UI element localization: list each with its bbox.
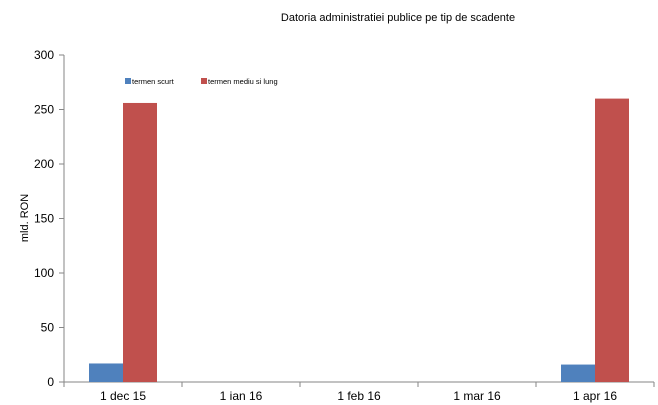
x-tick-label: 1 mar 16: [453, 389, 501, 403]
legend-swatch: [125, 78, 131, 84]
y-tick-label: 300: [34, 48, 54, 62]
chart-title: Datoria administratiei publice pe tip de…: [281, 12, 515, 24]
legend-swatch: [201, 78, 207, 84]
x-tick-label: 1 ian 16: [220, 389, 263, 403]
plot-area: 0 50 100 150 200 250 300 1 dec 15 1 ian 16 1 feb …: [34, 48, 655, 403]
y-tick-label: 200: [34, 157, 54, 171]
y-tick-label: 50: [41, 321, 55, 335]
bar-termen-mediu-si-lung: [595, 98, 629, 382]
legend-label: termen mediu si lung: [208, 77, 278, 86]
y-tick-label: 100: [34, 266, 54, 280]
x-tick-label: 1 apr 16: [573, 389, 617, 403]
x-tick-label: 1 dec 15: [100, 389, 146, 403]
y-tick-label: 150: [34, 212, 54, 226]
y-axis-label: mld. RON: [19, 194, 31, 242]
bar-termen-mediu-si-lung: [123, 102, 157, 383]
x-tick-label: 1 feb 16: [337, 389, 381, 403]
y-tick-label: 250: [34, 103, 54, 117]
bar-termen-scurt: [561, 364, 595, 382]
legend: termen scurt termen mediu si lung: [125, 77, 278, 86]
legend-label: termen scurt: [132, 77, 175, 86]
bar-termen-scurt: [89, 363, 123, 382]
y-tick-label: 0: [47, 375, 54, 389]
